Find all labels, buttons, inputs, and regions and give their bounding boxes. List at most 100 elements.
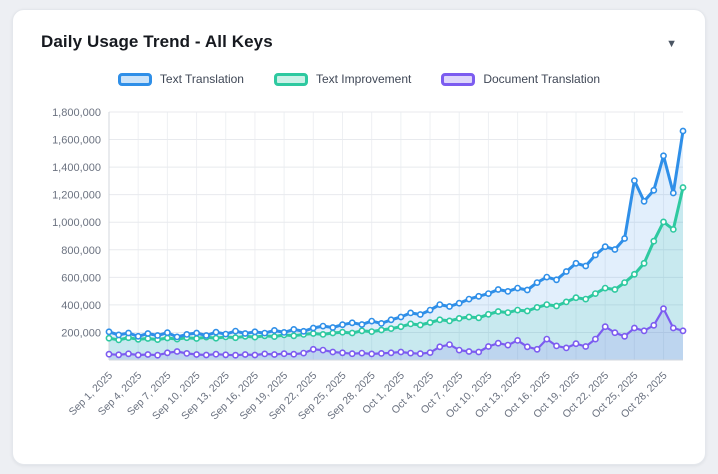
data-point-document-translation	[377, 349, 385, 357]
data-point-document-translation	[387, 349, 395, 357]
data-point-text-translation	[484, 290, 492, 297]
data-point-document-translation	[621, 332, 628, 340]
y-axis-label: 1,600,000	[52, 135, 101, 147]
data-point-document-translation	[523, 343, 531, 351]
data-point-text-improvement	[348, 329, 356, 337]
data-point-document-translation	[572, 340, 580, 348]
data-point-document-translation	[582, 343, 590, 350]
data-point-text-improvement	[377, 326, 385, 334]
data-point-text-improvement	[553, 302, 560, 310]
data-point-text-translation	[592, 251, 599, 259]
legend-item-document-translation[interactable]: Document Translation	[441, 72, 600, 86]
data-point-text-translation	[193, 329, 200, 337]
data-point-text-translation	[261, 329, 269, 337]
chart-area: 200,000 400,000 600,000 800,000 1,000,000 1,2…	[13, 90, 705, 455]
data-point-text-translation	[319, 322, 327, 330]
legend-item-text-translation[interactable]: Text Translation	[117, 72, 244, 86]
collapse-chevron-icon[interactable]: ▼	[662, 35, 681, 54]
legend-item-text-improvement[interactable]: Text Improvement	[273, 72, 411, 86]
data-point-text-improvement	[368, 328, 376, 335]
data-point-document-translation	[329, 348, 337, 356]
data-point-document-translation	[339, 349, 346, 357]
data-point-text-translation	[154, 332, 161, 339]
data-point-document-translation	[553, 342, 560, 350]
data-point-text-improvement	[358, 327, 366, 335]
data-point-document-translation	[270, 351, 278, 358]
data-point-document-translation	[144, 351, 152, 358]
data-point-document-translation	[202, 351, 210, 359]
legend-swatch-icon	[117, 72, 152, 86]
data-point-document-translation	[446, 341, 453, 348]
data-point-text-improvement	[504, 309, 512, 316]
data-point-text-translation	[173, 333, 181, 341]
data-point-document-translation	[154, 351, 161, 359]
data-point-text-translation	[640, 197, 648, 205]
data-point-text-improvement	[426, 319, 434, 326]
data-point-document-translation	[660, 305, 667, 313]
data-point-text-translation	[358, 321, 366, 328]
data-point-text-translation	[582, 262, 590, 270]
data-point-text-translation	[572, 259, 580, 267]
data-point-text-improvement	[446, 317, 453, 325]
data-point-text-improvement	[631, 270, 638, 278]
data-point-document-translation	[212, 350, 220, 358]
data-point-text-translation	[465, 295, 473, 303]
data-point-text-improvement	[436, 316, 444, 324]
data-point-document-translation	[465, 348, 473, 355]
data-point-text-improvement	[660, 218, 667, 226]
data-point-document-translation	[358, 349, 366, 357]
data-point-text-improvement	[543, 301, 551, 308]
usage-line-chart: 200,000 400,000 600,000 800,000 1,000,000 1,2…	[52, 107, 687, 422]
data-point-text-translation	[290, 325, 298, 333]
y-axis-label: 200,000	[61, 327, 101, 339]
data-point-text-translation	[669, 189, 677, 197]
data-point-text-translation	[514, 284, 521, 292]
data-point-text-translation	[523, 286, 531, 294]
data-point-document-translation	[611, 329, 619, 337]
data-point-text-translation	[105, 328, 113, 336]
data-point-text-improvement	[416, 321, 424, 329]
data-point-text-translation	[543, 273, 551, 281]
y-axis-label: 1,000,000	[52, 217, 101, 229]
data-point-document-translation	[455, 346, 463, 354]
data-point-text-improvement	[387, 325, 395, 332]
data-point-text-translation	[280, 328, 288, 336]
data-point-document-translation	[504, 341, 512, 349]
data-point-document-translation	[484, 343, 492, 350]
legend-label: Document Translation	[483, 72, 601, 86]
data-point-text-improvement	[621, 279, 628, 286]
data-point-text-improvement	[650, 237, 658, 245]
data-point-document-translation	[173, 348, 181, 355]
data-point-text-improvement	[494, 308, 502, 315]
card-header: Daily Usage Trend - All Keys ▼	[13, 10, 705, 62]
data-point-text-translation	[368, 317, 376, 325]
y-axis-label: 1,800,000	[52, 107, 101, 119]
data-point-document-translation	[134, 351, 142, 359]
data-point-text-improvement	[465, 313, 473, 321]
data-point-document-translation	[193, 351, 200, 358]
legend-label: Text Translation	[159, 72, 244, 86]
data-point-document-translation	[562, 344, 570, 352]
data-point-document-translation	[416, 350, 424, 358]
data-point-text-translation	[329, 324, 337, 331]
data-point-text-improvement	[484, 310, 492, 318]
data-point-document-translation	[309, 345, 317, 353]
data-point-text-improvement	[309, 330, 317, 337]
y-axis-label: 1,400,000	[52, 162, 101, 174]
data-point-document-translation	[222, 351, 230, 359]
data-point-document-translation	[319, 346, 327, 354]
data-point-text-improvement	[679, 184, 687, 191]
data-point-text-improvement	[212, 334, 220, 342]
data-point-text-improvement	[640, 259, 648, 267]
data-point-text-improvement	[533, 303, 541, 311]
data-point-text-translation	[125, 329, 132, 337]
data-point-text-translation	[144, 330, 152, 337]
data-point-document-translation	[679, 327, 687, 335]
data-point-text-translation	[202, 332, 210, 339]
data-point-document-translation	[640, 327, 648, 335]
data-point-text-improvement	[455, 314, 463, 322]
data-point-text-improvement	[251, 333, 259, 341]
y-axis-label: 1,200,000	[52, 190, 101, 202]
usage-trend-card: Daily Usage Trend - All Keys ▼ Text Tran…	[12, 9, 706, 465]
